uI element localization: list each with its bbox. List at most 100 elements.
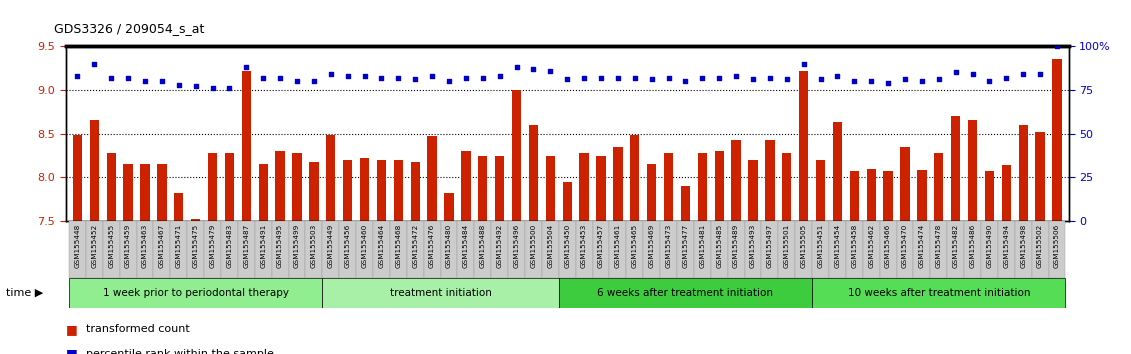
Bar	[812, 221, 829, 278]
Point	[102, 75, 120, 80]
Bar	[356, 221, 373, 278]
Text: GSM155500: GSM155500	[530, 224, 536, 268]
Text: GSM155481: GSM155481	[699, 224, 706, 268]
Bar	[309, 162, 319, 221]
Bar	[377, 160, 386, 221]
Point	[187, 84, 205, 89]
Text: GSM155454: GSM155454	[835, 224, 840, 268]
Text: GSM155479: GSM155479	[209, 224, 216, 268]
Text: GSM155471: GSM155471	[175, 224, 182, 268]
Point	[676, 78, 694, 84]
Bar	[681, 186, 690, 221]
Bar	[292, 153, 302, 221]
Point	[389, 75, 407, 80]
Text: GSM155478: GSM155478	[935, 224, 942, 268]
Text: GSM155448: GSM155448	[75, 224, 80, 268]
Text: GSM155499: GSM155499	[294, 224, 300, 268]
Bar	[1015, 221, 1031, 278]
Bar	[815, 160, 826, 221]
Point	[440, 78, 458, 84]
Text: GSM155497: GSM155497	[767, 224, 772, 268]
Bar	[259, 164, 268, 221]
Bar	[1002, 165, 1011, 221]
Point	[558, 76, 576, 82]
Text: GSM155455: GSM155455	[109, 224, 114, 268]
Point	[828, 73, 846, 79]
Bar	[545, 155, 555, 221]
Bar	[677, 221, 693, 278]
Text: 6 weeks after treatment initiation: 6 weeks after treatment initiation	[597, 288, 774, 298]
Bar	[914, 221, 931, 278]
Bar	[951, 116, 960, 221]
Bar	[305, 221, 322, 278]
Bar	[508, 221, 525, 278]
Bar	[812, 278, 1065, 308]
Bar	[897, 221, 914, 278]
Bar	[525, 221, 542, 278]
Point	[659, 75, 677, 80]
Text: GSM155503: GSM155503	[311, 224, 317, 268]
Bar	[998, 221, 1015, 278]
Text: GSM155506: GSM155506	[1054, 224, 1060, 268]
Text: GSM155469: GSM155469	[649, 224, 655, 268]
Bar	[579, 153, 589, 221]
Bar	[276, 151, 285, 221]
Point	[845, 78, 863, 84]
Text: GSM155486: GSM155486	[969, 224, 976, 268]
Point	[930, 76, 948, 82]
Bar	[596, 155, 605, 221]
Text: treatment initiation: treatment initiation	[389, 288, 492, 298]
Text: GSM155491: GSM155491	[260, 224, 266, 268]
Text: GSM155496: GSM155496	[513, 224, 519, 268]
Bar	[964, 221, 981, 278]
Text: GSM155459: GSM155459	[126, 224, 131, 268]
Text: GSM155461: GSM155461	[615, 224, 621, 268]
Text: GSM155453: GSM155453	[581, 224, 587, 268]
Bar	[322, 221, 339, 278]
Text: GSM155476: GSM155476	[429, 224, 435, 268]
Bar	[664, 153, 673, 221]
Bar	[985, 171, 994, 221]
Text: GSM155485: GSM155485	[716, 224, 723, 268]
Point	[204, 85, 222, 91]
Point	[1015, 71, 1033, 77]
Bar	[444, 193, 454, 221]
Text: GSM155495: GSM155495	[277, 224, 283, 268]
Text: GSM155484: GSM155484	[463, 224, 469, 268]
Text: GDS3326 / 209054_s_at: GDS3326 / 209054_s_at	[54, 22, 205, 35]
Text: GSM155472: GSM155472	[412, 224, 418, 268]
Bar	[491, 221, 508, 278]
Point	[913, 78, 931, 84]
Bar	[593, 221, 610, 278]
Text: GSM155493: GSM155493	[750, 224, 756, 268]
Point	[947, 69, 965, 75]
Point	[338, 73, 356, 79]
Text: GSM155492: GSM155492	[497, 224, 502, 268]
Bar	[529, 125, 538, 221]
Bar	[69, 221, 86, 278]
Point	[896, 76, 914, 82]
Bar	[140, 164, 149, 221]
Bar	[474, 221, 491, 278]
Bar	[360, 158, 369, 221]
Bar	[238, 221, 254, 278]
Bar	[390, 221, 407, 278]
Bar	[934, 153, 943, 221]
Text: GSM155473: GSM155473	[665, 224, 672, 268]
Point	[727, 73, 745, 79]
Bar	[693, 221, 710, 278]
Point	[761, 75, 779, 80]
Bar	[900, 147, 909, 221]
Text: transformed count: transformed count	[86, 324, 190, 334]
Bar	[832, 122, 843, 221]
Bar	[846, 221, 863, 278]
Point	[642, 76, 661, 82]
Point	[372, 75, 390, 80]
Text: GSM155470: GSM155470	[903, 224, 908, 268]
Bar	[174, 193, 183, 221]
Point	[474, 75, 492, 80]
Bar	[123, 164, 132, 221]
Point	[1048, 43, 1067, 49]
Point	[321, 71, 339, 77]
Point	[221, 85, 239, 91]
